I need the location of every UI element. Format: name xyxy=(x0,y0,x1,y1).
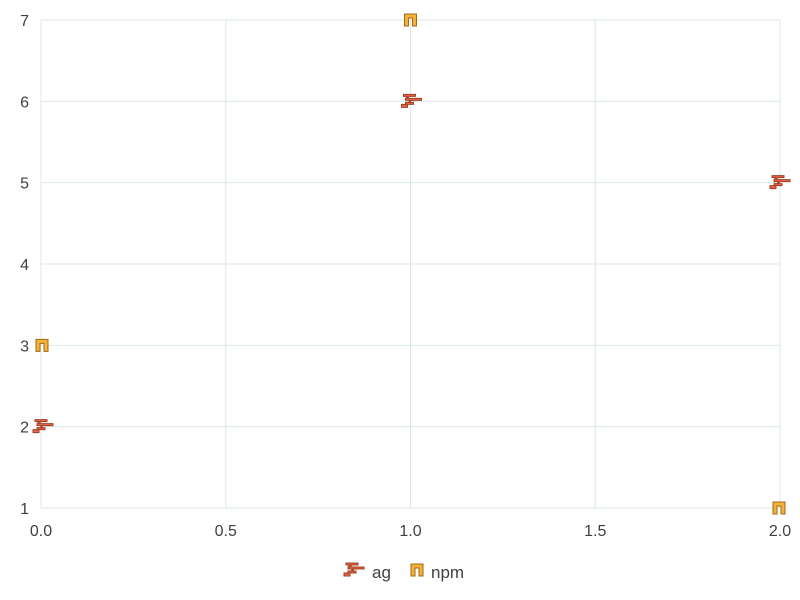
x-tick-label: 0.5 xyxy=(215,523,237,540)
y-tick-label: 1 xyxy=(20,501,29,518)
data-point-npm xyxy=(772,501,786,515)
data-point-ag xyxy=(32,419,54,434)
x-axis-ticks: 0.0 0.5 1.0 1.5 2.0 xyxy=(30,523,791,540)
grid xyxy=(40,19,781,509)
data-point-ag xyxy=(401,93,422,108)
legend-marker-bracket-icon xyxy=(410,563,424,577)
y-tick-label: 2 xyxy=(20,420,29,437)
y-tick-label: 3 xyxy=(20,338,29,355)
y-axis-ticks: 1 2 3 4 5 6 7 xyxy=(20,13,29,518)
legend: ag npm xyxy=(343,562,464,582)
legend-item-npm[interactable]: npm xyxy=(410,563,464,582)
data-points xyxy=(32,13,791,515)
data-point-ag xyxy=(769,175,791,190)
y-tick-label: 4 xyxy=(20,257,29,274)
data-point-npm xyxy=(35,338,49,352)
x-tick-label: 1.5 xyxy=(584,523,606,540)
legend-label: npm xyxy=(431,563,464,582)
x-tick-label: 2.0 xyxy=(769,523,791,540)
legend-label: ag xyxy=(372,563,391,582)
y-tick-label: 7 xyxy=(20,13,29,30)
y-tick-label: 6 xyxy=(20,94,29,111)
legend-item-ag[interactable]: ag xyxy=(343,562,391,582)
legend-marker-zigzag-icon xyxy=(343,562,365,577)
x-tick-label: 1.0 xyxy=(399,523,421,540)
x-tick-label: 0.0 xyxy=(30,523,52,540)
data-point-npm xyxy=(404,13,417,27)
y-tick-label: 5 xyxy=(20,176,29,193)
